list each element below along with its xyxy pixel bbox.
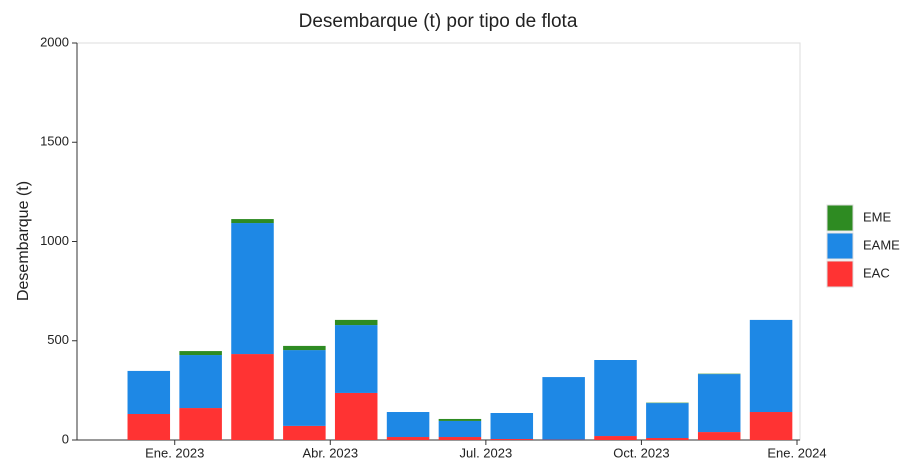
bar-segment <box>179 408 222 440</box>
bar-segment <box>439 421 482 437</box>
x-tick-label: Ene. 2024 <box>767 445 826 460</box>
bar-segment <box>283 350 326 426</box>
x-tick-label: Ene. 2023 <box>145 445 204 460</box>
bar-segment <box>387 437 430 440</box>
legend-label: EAC <box>863 265 890 280</box>
bar-segment <box>698 432 741 440</box>
y-tick-label: 1000 <box>40 233 69 248</box>
bar-segment <box>335 320 378 325</box>
bar-segment <box>335 393 378 440</box>
bar-segment <box>646 438 689 440</box>
bar-segment <box>128 371 171 414</box>
x-tick-label: Abr. 2023 <box>302 445 358 460</box>
bar-segment <box>491 413 534 439</box>
bar-segment <box>179 355 222 408</box>
x-tick-label: Jul. 2023 <box>459 445 512 460</box>
bar-segment <box>750 320 793 412</box>
y-tick-label: 0 <box>62 431 69 446</box>
legend-label: EAME <box>863 237 900 252</box>
bar-segment <box>387 412 430 437</box>
bar-segment <box>283 426 326 440</box>
bar-segment <box>750 412 793 440</box>
bar-segment <box>179 351 222 355</box>
bar-segment <box>491 439 534 440</box>
legend-swatch <box>827 233 853 259</box>
bar-segment <box>439 437 482 440</box>
bar-segment <box>283 346 326 350</box>
bar-segment <box>335 325 378 393</box>
y-tick-label: 500 <box>47 332 69 347</box>
bar-segment <box>646 403 689 438</box>
y-tick-label: 2000 <box>40 34 69 49</box>
bar-segment <box>231 219 274 223</box>
bar-segment <box>594 360 637 436</box>
bar-segment <box>231 354 274 440</box>
legend-label: EME <box>863 209 892 224</box>
y-tick-label: 1500 <box>40 134 69 149</box>
legend-swatch <box>827 205 853 231</box>
legend-swatch <box>827 261 853 287</box>
chart-title: Desembarque (t) por tipo de flota <box>299 11 578 32</box>
bar-segment <box>439 419 482 421</box>
bar-segment <box>698 374 741 432</box>
bar-segment <box>542 377 585 440</box>
bar-segment <box>594 436 637 440</box>
y-axis-label: Desembarque (t) <box>15 181 32 301</box>
bar-segment <box>128 414 171 440</box>
x-tick-label: Oct. 2023 <box>613 445 669 460</box>
bar-segment <box>231 223 274 354</box>
